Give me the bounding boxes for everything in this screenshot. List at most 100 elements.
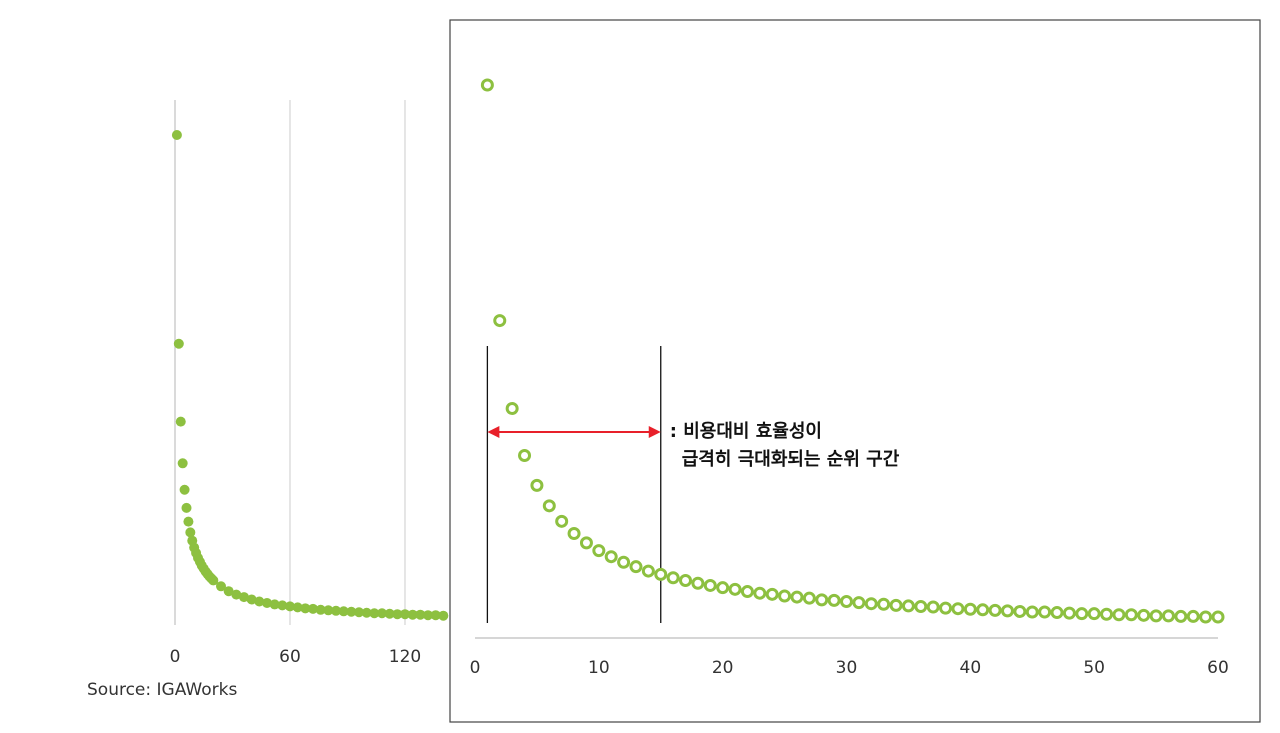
point	[914, 599, 928, 613]
point	[852, 596, 866, 610]
annotation: : 비용대비 효율성이	[670, 421, 822, 442]
point	[315, 604, 326, 615]
point	[430, 610, 441, 621]
point	[864, 597, 878, 611]
point	[815, 593, 829, 607]
point	[579, 536, 593, 550]
point	[216, 581, 226, 592]
point	[679, 573, 693, 587]
point	[654, 567, 668, 581]
arrow-head	[648, 426, 661, 438]
point	[728, 582, 742, 596]
point	[840, 595, 853, 609]
point	[530, 478, 544, 492]
point	[592, 544, 606, 558]
point	[926, 600, 940, 614]
point	[1137, 608, 1151, 622]
x-tick-label: 60	[1207, 658, 1229, 678]
point	[346, 606, 357, 617]
point	[292, 602, 303, 613]
point	[407, 609, 418, 620]
point	[480, 78, 494, 92]
point	[392, 609, 403, 620]
point	[901, 599, 915, 613]
point	[1050, 606, 1064, 620]
point	[691, 576, 705, 590]
point	[262, 597, 272, 608]
point	[177, 458, 188, 469]
point	[384, 608, 395, 619]
point	[518, 449, 532, 463]
point	[331, 605, 341, 616]
point	[716, 581, 730, 595]
point	[1174, 609, 1188, 623]
point	[1161, 609, 1175, 623]
point	[175, 416, 186, 427]
point	[354, 607, 364, 618]
x-tick-label: 0	[470, 658, 481, 678]
point	[208, 575, 219, 586]
point	[377, 608, 387, 619]
point	[778, 589, 792, 603]
point	[629, 560, 643, 574]
x-tick-label: 30	[836, 658, 858, 678]
point	[223, 586, 234, 597]
point	[269, 599, 280, 610]
point	[951, 602, 965, 616]
source: Source: IGAWorks	[87, 680, 237, 700]
point	[423, 610, 433, 621]
point	[877, 597, 891, 611]
point	[765, 587, 779, 601]
point	[231, 589, 242, 600]
point	[740, 585, 754, 599]
point	[246, 594, 257, 605]
point	[183, 516, 194, 527]
point	[641, 564, 655, 578]
x-tick-label: 120	[389, 647, 421, 667]
point	[753, 586, 767, 600]
point	[617, 555, 631, 569]
point	[1149, 609, 1163, 623]
point	[1013, 604, 1027, 618]
point	[300, 603, 311, 614]
point	[338, 606, 349, 617]
point	[415, 609, 426, 620]
point	[369, 608, 380, 619]
point	[939, 601, 953, 615]
point	[1124, 608, 1138, 622]
x-tick-label: 0	[170, 647, 181, 667]
point	[703, 578, 717, 592]
point	[323, 605, 334, 616]
point	[181, 502, 192, 513]
point	[790, 590, 804, 604]
point	[239, 592, 249, 603]
point	[1038, 605, 1052, 619]
point	[802, 591, 816, 605]
point	[171, 130, 182, 140]
point	[254, 596, 265, 607]
point	[277, 600, 288, 611]
point	[1062, 606, 1076, 620]
x-tick-label: 50	[1083, 658, 1105, 678]
point	[1100, 607, 1114, 621]
x-tick-label: 60	[279, 647, 301, 667]
point	[285, 601, 295, 612]
x-tick-label: 10	[588, 658, 610, 678]
annotation: 급격히 극대화되는 순위 구간	[682, 449, 900, 470]
point	[604, 550, 618, 564]
point	[567, 526, 581, 540]
point	[827, 593, 841, 607]
point	[173, 338, 184, 349]
point	[1211, 610, 1225, 624]
point	[308, 603, 318, 614]
point	[963, 602, 977, 616]
point	[1087, 607, 1101, 621]
point	[1112, 608, 1126, 622]
x-tick-label: 40	[960, 658, 982, 678]
point	[400, 609, 410, 620]
point	[1025, 605, 1039, 619]
point	[361, 607, 372, 618]
point	[505, 402, 519, 416]
point	[666, 571, 680, 585]
x-tick-label: 20	[712, 658, 734, 678]
